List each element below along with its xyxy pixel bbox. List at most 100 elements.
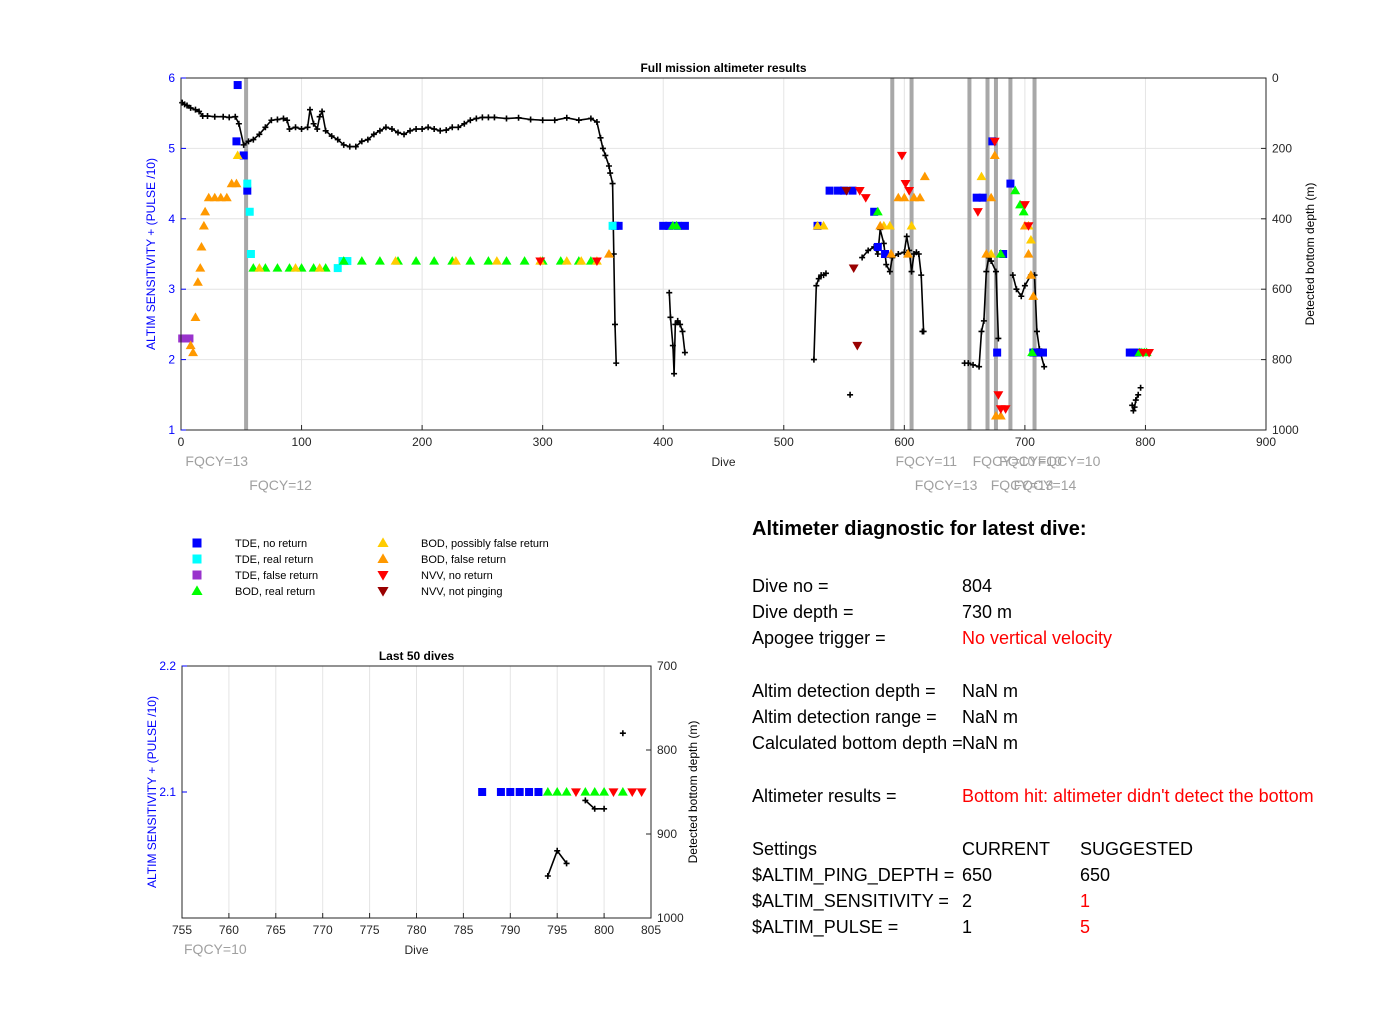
- depth-point: [491, 114, 498, 121]
- depth-point: [983, 268, 990, 275]
- data-point-square: [192, 538, 202, 548]
- x-tick-label: 200: [412, 435, 432, 449]
- data-point-square: [192, 570, 202, 580]
- diag-label: Dive no =: [752, 576, 829, 596]
- setting-current: 1: [962, 917, 973, 937]
- legend-entry-label: NVV, not pinging: [421, 586, 503, 598]
- diag-value: NaN m: [962, 707, 1019, 727]
- depth-point: [245, 138, 252, 145]
- data-point-square: [496, 788, 505, 796]
- depth-point: [919, 328, 926, 335]
- depth-point: [192, 106, 199, 113]
- diag-value: NaN m: [962, 681, 1019, 701]
- depth-point: [810, 356, 817, 363]
- data-point-square: [993, 348, 1002, 357]
- data-point-triangle-up: [884, 220, 895, 230]
- data-point-triangle-up: [906, 220, 917, 230]
- depth-point: [461, 120, 468, 127]
- data-point-triangle-down: [972, 208, 983, 217]
- depth-point: [822, 270, 829, 277]
- data-point-square: [608, 221, 617, 230]
- depth-point: [551, 117, 558, 124]
- x-tick-label: 760: [219, 923, 239, 937]
- setting-name: $ALTIM_SENSITIVITY =: [752, 891, 949, 911]
- data-point-triangle-up: [519, 256, 530, 265]
- data-point-triangle-down: [848, 264, 859, 274]
- data-point-square: [534, 788, 543, 796]
- x-axis-label: Dive: [404, 943, 428, 957]
- data-point-triangle-up: [589, 787, 600, 796]
- depth-point: [613, 360, 620, 367]
- depth-point: [847, 391, 854, 398]
- chart-title: Full mission altimeter results: [640, 61, 806, 75]
- fqcy-label: FQCY=13: [915, 477, 978, 493]
- data-point-triangle-down: [1144, 348, 1155, 358]
- depth-point: [306, 106, 313, 113]
- x-tick-label: 780: [406, 923, 426, 937]
- depth-point: [619, 730, 626, 737]
- data-point-square: [870, 207, 879, 216]
- depth-point: [316, 113, 323, 120]
- setting-suggested: 1: [1080, 891, 1091, 911]
- depth-point: [1021, 282, 1028, 289]
- settings-suggested-header: SUGGESTED: [1080, 839, 1194, 859]
- data-point-square: [1006, 179, 1015, 188]
- depth-point: [376, 127, 383, 134]
- fqcy-label: FQCY=10: [999, 453, 1062, 469]
- data-point-triangle-up: [886, 249, 897, 258]
- data-point-triangle-up: [377, 537, 389, 548]
- full-mission-chart: 0 100 200 300 400 500 600 700 800 900 1 2 3 4 5 6 0 200 40…: [144, 61, 1317, 493]
- depth-point: [593, 119, 600, 125]
- data-point-triangle-down: [377, 570, 389, 581]
- depth-point: [340, 141, 347, 148]
- diag-label: Altim detection depth =: [752, 681, 936, 701]
- depth-point: [370, 131, 377, 138]
- data-point-triangle-down: [854, 187, 865, 196]
- depth-point: [515, 114, 522, 121]
- depth-point: [859, 254, 866, 261]
- y-tick-label: 5: [168, 141, 175, 155]
- depth-point: [666, 289, 673, 296]
- diag-value: 804: [962, 576, 993, 596]
- x-tick-label: 700: [1015, 435, 1035, 449]
- depth-point: [413, 126, 420, 133]
- data-point-triangle-down: [896, 151, 907, 161]
- data-point-triangle-down: [904, 187, 915, 196]
- depth-point: [597, 134, 604, 141]
- x-tick-label: 800: [1135, 435, 1155, 449]
- depth-point: [978, 328, 985, 335]
- data-point-triangle-up: [604, 249, 614, 258]
- data-point-triangle-up: [290, 263, 301, 272]
- fqcy-label: FQCY=13: [185, 453, 248, 469]
- y-tick-label: 2: [168, 353, 175, 367]
- data-point-triangle-up: [872, 206, 883, 216]
- x-tick-label: 500: [774, 435, 794, 449]
- data-point-triangle-up: [986, 192, 997, 202]
- depth-point: [485, 114, 492, 121]
- depth-point: [554, 847, 561, 854]
- y2-axis-label: Detected bottom depth (m): [1303, 183, 1317, 326]
- data-point-square: [1032, 348, 1041, 357]
- depth-point: [970, 361, 977, 368]
- depth-point: [479, 114, 486, 121]
- setting-current: 650: [962, 865, 993, 885]
- data-point-triangle-up: [919, 171, 930, 181]
- data-point-triangle-down: [608, 788, 619, 797]
- x-tick-label: 775: [360, 923, 380, 937]
- setting-name: $ALTIM_PULSE =: [752, 917, 899, 937]
- data-point-triangle-up: [200, 206, 211, 216]
- depth-point: [1013, 286, 1020, 293]
- depth-point: [605, 163, 612, 169]
- data-point-triangle-down: [591, 257, 602, 266]
- depth-point: [677, 321, 684, 328]
- diag-value: Bottom hit: altimeter didn't detect the …: [962, 786, 1314, 806]
- fqcy-label: FQCY=13: [991, 477, 1054, 493]
- y2-axis-label: Detected bottom depth (m): [686, 721, 700, 864]
- depth-point: [196, 108, 203, 115]
- fqcy-label: FQCY=12: [249, 477, 312, 493]
- data-point-square: [525, 788, 534, 796]
- depth-point: [503, 115, 510, 122]
- depth-point: [813, 282, 820, 289]
- diag-label: Apogee trigger =: [752, 628, 886, 648]
- data-point-triangle-down: [989, 137, 1000, 147]
